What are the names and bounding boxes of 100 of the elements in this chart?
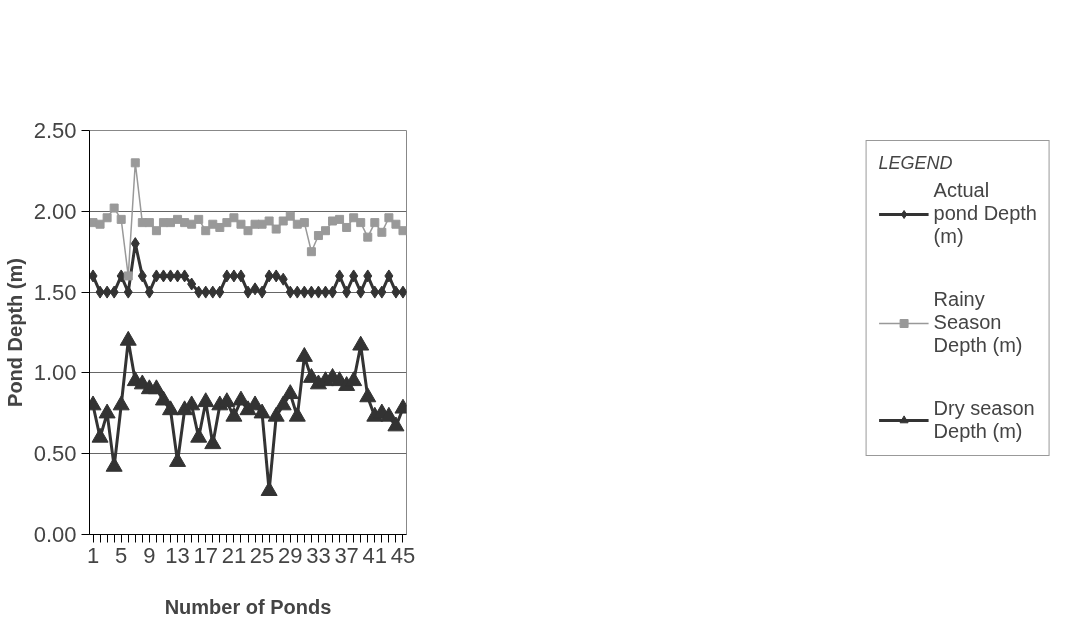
- point: [102, 213, 112, 223]
- point: [201, 226, 211, 236]
- point: [119, 330, 137, 346]
- legend-label: Actual pond Depth (m): [933, 179, 1037, 248]
- point: [328, 285, 338, 299]
- point: [295, 347, 313, 362]
- point: [299, 218, 309, 228]
- x-axis-title: Number of Ponds: [164, 595, 332, 618]
- point: [194, 285, 204, 299]
- point: [363, 269, 373, 283]
- point: [130, 158, 140, 168]
- x-tick-label: 37: [334, 542, 359, 568]
- y-tick-label: 2.50: [33, 118, 77, 143]
- x-tick-label: 1: [86, 542, 100, 568]
- point: [377, 285, 387, 299]
- point: [98, 403, 116, 419]
- point: [222, 218, 232, 228]
- point: [116, 214, 126, 224]
- point: [173, 269, 183, 283]
- point: [271, 269, 281, 283]
- point: [398, 226, 407, 236]
- point: [250, 282, 260, 296]
- point: [320, 226, 330, 236]
- point: [229, 213, 239, 223]
- point: [180, 269, 190, 283]
- point: [144, 218, 154, 228]
- point: [278, 216, 288, 226]
- point: [267, 406, 285, 422]
- point: [335, 269, 345, 283]
- x-tick-label: 29: [278, 542, 303, 568]
- x-tick-label: 25: [249, 542, 275, 568]
- point: [225, 406, 243, 422]
- point: [384, 213, 394, 223]
- point: [243, 226, 253, 236]
- point: [257, 285, 267, 299]
- point: [299, 285, 309, 299]
- point: [356, 218, 366, 228]
- point: [154, 390, 172, 406]
- point: [359, 387, 377, 403]
- point: [201, 285, 211, 299]
- point: [306, 247, 316, 257]
- point: [391, 219, 401, 229]
- y-tick-label: 1.50: [33, 279, 77, 305]
- x-tick-label: 21: [221, 542, 247, 568]
- point: [147, 379, 165, 395]
- point: [313, 285, 323, 299]
- point: [370, 218, 380, 228]
- y-tick-label: 2.00: [33, 198, 77, 224]
- point: [91, 427, 109, 443]
- point: [116, 269, 126, 283]
- point: [243, 285, 253, 299]
- point: [342, 285, 352, 299]
- point: [253, 403, 271, 419]
- point: [285, 211, 295, 221]
- y-axis-title: Pond Depth (m): [3, 258, 26, 407]
- point: [278, 272, 288, 286]
- point: [306, 285, 316, 299]
- point: [204, 434, 222, 450]
- point: [151, 226, 161, 236]
- point: [236, 269, 246, 283]
- point: [236, 219, 246, 229]
- point: [109, 203, 119, 213]
- point: [387, 416, 405, 432]
- point: [356, 285, 366, 299]
- point: [349, 269, 359, 283]
- point: [208, 285, 218, 299]
- point: [123, 285, 133, 299]
- legend-label: Dry season Depth (m): [933, 397, 1035, 443]
- x-tick-label: 17: [193, 542, 218, 568]
- point: [380, 406, 398, 422]
- point: [264, 269, 274, 283]
- point: [187, 277, 197, 291]
- point: [123, 271, 133, 281]
- point: [288, 406, 306, 422]
- point: [292, 285, 302, 299]
- point: [384, 269, 394, 283]
- point: [215, 285, 225, 299]
- point: [271, 224, 281, 234]
- point: [320, 285, 330, 299]
- point: [112, 395, 130, 411]
- x-tick-label: 45: [390, 542, 416, 568]
- point: [109, 285, 119, 299]
- y-tick-label: 0.00: [33, 522, 77, 547]
- point: [313, 231, 323, 241]
- point: [166, 269, 176, 283]
- point: [391, 285, 401, 299]
- point: [232, 390, 250, 406]
- point: [144, 285, 154, 299]
- point: [137, 269, 147, 283]
- point: [194, 214, 204, 224]
- y-tick-label: 0.50: [33, 441, 77, 467]
- legend-label: Rainy Season Depth (m): [933, 288, 1023, 357]
- point: [102, 285, 112, 299]
- x-tick-label: 5: [115, 542, 128, 568]
- point: [151, 269, 161, 283]
- point: [190, 427, 208, 443]
- point: [264, 216, 274, 226]
- point: [95, 285, 105, 299]
- point: [370, 285, 380, 299]
- point: [197, 392, 215, 408]
